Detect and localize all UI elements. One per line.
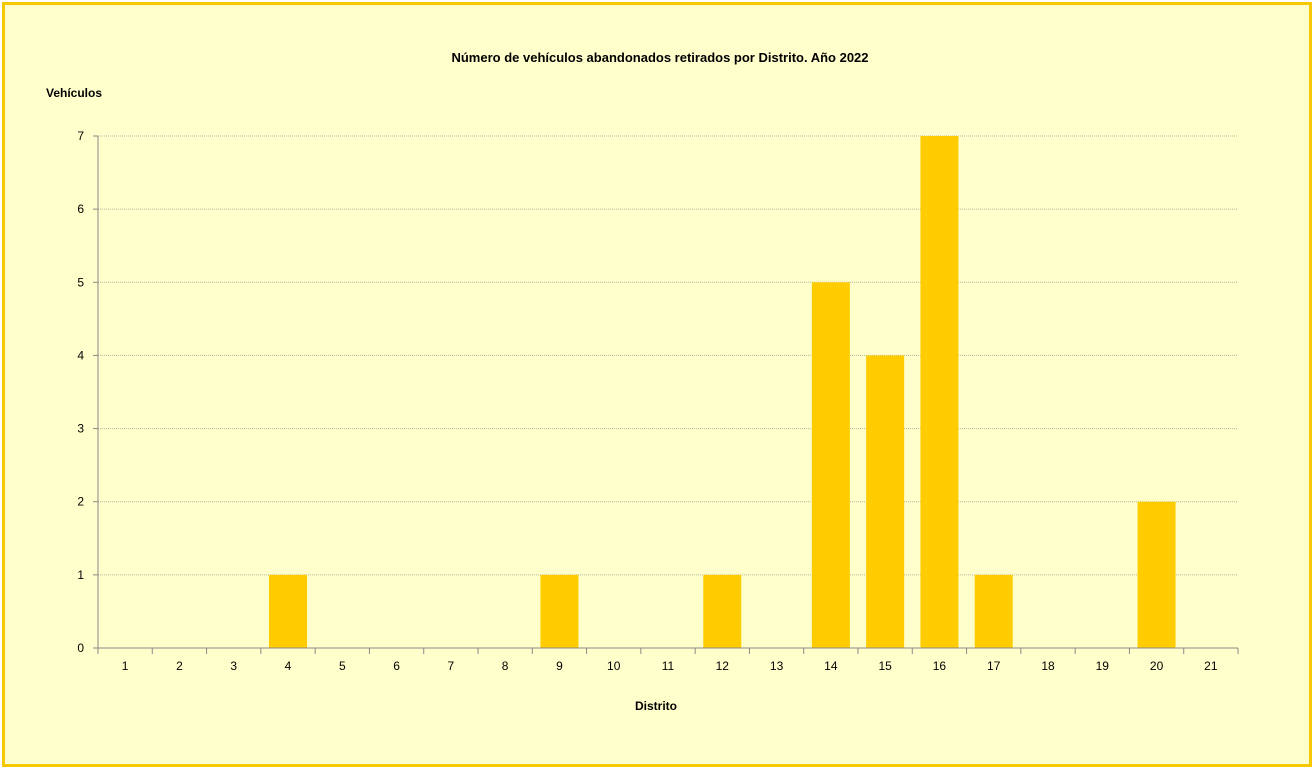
y-tick-label: 6 [77, 202, 84, 216]
chart-title: Número de vehículos abandonados retirado… [451, 50, 868, 65]
x-tick-label: 8 [502, 659, 509, 673]
x-tick-label: 5 [339, 659, 346, 673]
axes [93, 135, 1239, 654]
x-tick-label: 7 [448, 659, 455, 673]
y-tick-label: 5 [77, 275, 84, 289]
bar [811, 282, 850, 648]
bar [269, 574, 307, 648]
x-tick-label: 16 [933, 659, 947, 673]
bar [920, 136, 959, 648]
bar [974, 574, 1013, 648]
y-tick-label: 0 [77, 641, 84, 655]
bar [866, 355, 905, 648]
y-tick-label: 7 [77, 129, 84, 143]
y-tick-labels: 0 1 2 3 4 5 6 7 [77, 129, 84, 655]
y-axis-title: Vehículos [46, 86, 102, 100]
x-tick-label: 6 [393, 659, 400, 673]
x-tick-label: 18 [1041, 659, 1055, 673]
x-tick-label: 14 [824, 659, 838, 673]
x-tick-label: 9 [556, 659, 563, 673]
gridlines [98, 135, 1238, 576]
x-tick-label: 19 [1096, 659, 1110, 673]
bars [269, 136, 1176, 648]
bar [703, 574, 742, 648]
x-tick-label: 21 [1204, 659, 1218, 673]
bar [540, 574, 579, 648]
x-tick-label: 3 [230, 659, 237, 673]
x-tick-label: 17 [987, 659, 1001, 673]
y-tick-label: 2 [77, 495, 84, 509]
x-tick-label: 1 [122, 659, 129, 673]
x-tick-label: 10 [607, 659, 621, 673]
x-tick-label: 13 [770, 659, 784, 673]
x-tick-label: 11 [662, 659, 675, 673]
y-tick-label: 1 [77, 568, 84, 582]
x-tick-label: 2 [176, 659, 183, 673]
y-tick-label: 3 [77, 422, 84, 436]
x-axis-title: Distrito [635, 699, 677, 713]
x-tick-label: 12 [716, 659, 730, 673]
x-tick-labels: 1 2 3 4 5 6 7 8 9 10 11 12 13 14 15 16 17 18 19 20 21 [122, 659, 1218, 673]
bar [1137, 501, 1176, 648]
y-tick-label: 4 [77, 348, 84, 362]
x-tick-label: 20 [1150, 659, 1164, 673]
x-tick-label: 4 [285, 659, 292, 673]
x-tick-label: 15 [878, 659, 892, 673]
